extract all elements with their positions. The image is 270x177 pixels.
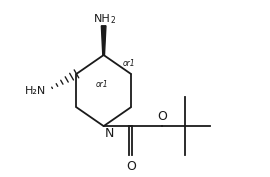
Text: or1: or1 (95, 80, 108, 89)
Text: or1: or1 (123, 59, 135, 68)
Text: N: N (105, 127, 114, 140)
Polygon shape (101, 26, 106, 55)
Text: NH: NH (94, 14, 111, 24)
Text: H₂N: H₂N (25, 86, 46, 96)
Text: O: O (157, 110, 167, 123)
Text: O: O (126, 159, 136, 173)
Text: 2: 2 (110, 16, 115, 25)
